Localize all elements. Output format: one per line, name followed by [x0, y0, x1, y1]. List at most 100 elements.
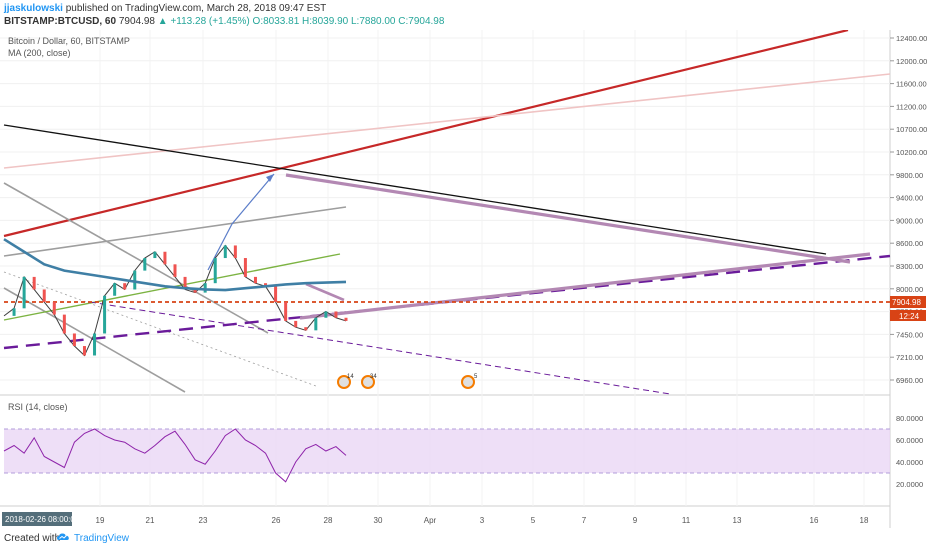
tradingview-brand-link[interactable]: TradingView [74, 533, 130, 544]
author-link[interactable]: jjaskulowski [4, 3, 63, 14]
candle[interactable] [123, 283, 127, 290]
main-pane[interactable] [0, 30, 890, 394]
candle[interactable] [324, 311, 328, 318]
candle[interactable] [12, 308, 16, 316]
close-value: C:7904.98 [398, 16, 445, 27]
price-axis[interactable]: 12400.00 12000.00 11600.00 11200.00 10700.00… [890, 34, 927, 385]
time-tick-label: 5 [531, 516, 536, 525]
price-tick-label: 8300.00 [896, 262, 923, 271]
candle[interactable] [253, 276, 257, 284]
projection-arrow[interactable] [207, 173, 275, 271]
price-change: ▲ +113.28 (+1.45%) [157, 16, 250, 27]
candle[interactable] [93, 333, 97, 356]
chart-header: jjaskulowski published on TradingView.co… [0, 0, 932, 30]
candle[interactable] [72, 333, 76, 347]
candle[interactable] [203, 283, 207, 293]
ma-200-line[interactable] [3, 238, 347, 292]
candle[interactable] [103, 295, 107, 334]
rsi-indicator-label: RSI (14, close) [8, 402, 68, 412]
candle[interactable] [334, 311, 338, 318]
candle[interactable] [82, 346, 86, 356]
event-circle[interactable] [361, 375, 375, 389]
time-tick-label: 18 [860, 516, 869, 525]
rsi-axis[interactable]: 80.0000 60.0000 40.0000 20.0000 [896, 414, 923, 489]
open-value: O:8033.81 [252, 16, 300, 27]
purple-dashed-projection[interactable] [89, 301, 671, 395]
last-price-tag-text: 7904.98 [892, 298, 921, 307]
mauve-wedge-top[interactable] [285, 173, 851, 264]
drawings[interactable] [3, 28, 891, 395]
arrow-head [266, 174, 274, 182]
series-group[interactable] [3, 238, 348, 357]
rsi-group[interactable] [3, 428, 890, 483]
time-tick-label: 30 [374, 516, 383, 525]
candle[interactable] [284, 302, 288, 321]
candle[interactable] [173, 264, 177, 277]
rsi-tick-label: 80.0000 [896, 414, 923, 423]
event-circle[interactable] [461, 375, 475, 389]
candle[interactable] [193, 289, 197, 293]
time-axis[interactable]: 19 21 23 26 28 30 Apr 3 5 7 9 11 13 16 18 [96, 516, 869, 525]
faint-red-trend-line[interactable] [3, 73, 891, 169]
last-price-tag [890, 296, 926, 308]
candle[interactable] [42, 289, 46, 303]
chart-area[interactable]: Bitcoin / Dollar, 60, BITSTAMP MA (200, … [0, 28, 932, 528]
candle[interactable] [233, 245, 237, 259]
candle[interactable] [113, 283, 117, 296]
price-tick-label: 10700.00 [896, 125, 927, 134]
rsi-line[interactable] [3, 428, 347, 483]
gray-channel-top[interactable] [3, 206, 347, 257]
event-count: 5 [474, 374, 478, 380]
crosshair-date-text: 2018-02-26 08:00:00 [5, 515, 80, 524]
candle[interactable] [314, 317, 318, 331]
candle[interactable] [223, 245, 227, 259]
candle[interactable] [133, 270, 137, 290]
candle[interactable] [163, 251, 167, 265]
rsi-tick-label: 20.0000 [896, 480, 923, 489]
event-marker[interactable]: 5 [461, 374, 478, 389]
gray-channel-upper[interactable] [3, 182, 269, 334]
mauve-flag-line[interactable] [305, 282, 345, 302]
candle[interactable] [183, 276, 187, 290]
candle[interactable] [274, 286, 278, 303]
symbol-label: BITSTAMP:BTCUSD, 60 [4, 16, 117, 27]
candle[interactable] [213, 258, 217, 284]
time-tick-label: 13 [733, 516, 742, 525]
candle[interactable] [153, 251, 157, 259]
time-tick-label: 11 [682, 516, 691, 525]
candle[interactable] [22, 276, 26, 309]
crosshair-date-tag [2, 512, 72, 526]
time-tick-label: 21 [146, 516, 155, 525]
low-value: L:7880.00 [350, 16, 396, 27]
price-tick-label: 7210.00 [896, 353, 923, 362]
candle[interactable] [62, 314, 66, 334]
event-circle[interactable] [337, 375, 351, 389]
candle[interactable] [344, 317, 348, 321]
price-tick-label: 7450.00 [896, 330, 923, 339]
price-tick-label: 11600.00 [896, 80, 927, 89]
time-tick-label: 9 [633, 516, 638, 525]
black-downtrend-line[interactable] [3, 124, 827, 255]
price-tick-label: 9800.00 [896, 171, 923, 180]
candle[interactable] [264, 283, 268, 287]
mauve-wedge-bottom[interactable] [299, 252, 871, 320]
candle[interactable] [304, 327, 308, 331]
footer: Created with TradingView [0, 528, 932, 550]
high-value: H:8039.90 [302, 16, 349, 27]
rsi-tick-label: 40.0000 [896, 458, 923, 467]
red-uptrend-line[interactable] [3, 28, 849, 238]
candle[interactable] [52, 302, 56, 315]
event-marker[interactable]: 14 [337, 374, 354, 389]
time-tick-label: 28 [324, 516, 333, 525]
time-tick-label: 23 [199, 516, 208, 525]
ma-indicator-label: MA (200, close) [8, 48, 71, 58]
candle[interactable] [243, 258, 247, 277]
event-marker[interactable]: 34 [361, 374, 377, 389]
dotted-projection-line[interactable] [3, 271, 317, 387]
candle[interactable] [294, 320, 298, 328]
last-price: 7904.98 [118, 16, 155, 27]
event-markers[interactable]: 14 34 5 [337, 374, 478, 389]
price-chart-svg[interactable]: Bitcoin / Dollar, 60, BITSTAMP MA (200, … [0, 28, 932, 528]
candle[interactable] [32, 276, 36, 290]
candle[interactable] [143, 258, 147, 271]
